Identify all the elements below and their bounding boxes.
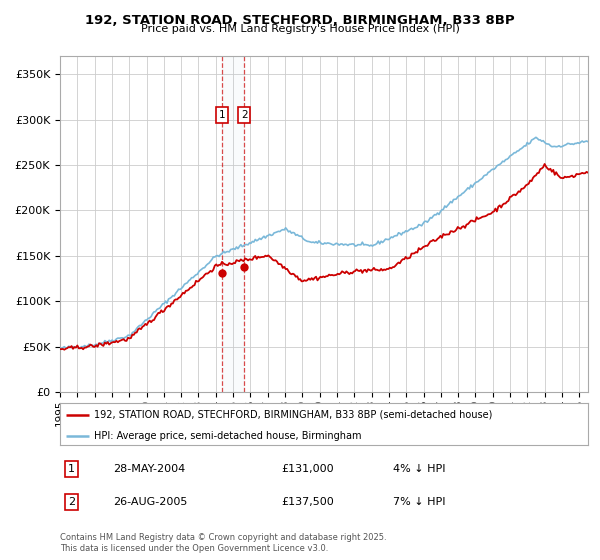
Text: 192, STATION ROAD, STECHFORD, BIRMINGHAM, B33 8BP (semi-detached house): 192, STATION ROAD, STECHFORD, BIRMINGHAM… <box>94 409 493 419</box>
Bar <box>223 56 244 392</box>
Text: 26-AUG-2005: 26-AUG-2005 <box>113 497 187 507</box>
Text: £131,000: £131,000 <box>282 464 334 474</box>
Text: Price paid vs. HM Land Registry's House Price Index (HPI): Price paid vs. HM Land Registry's House … <box>140 24 460 34</box>
Text: 2: 2 <box>241 110 248 120</box>
Text: 4% ↓ HPI: 4% ↓ HPI <box>392 464 445 474</box>
Text: 1: 1 <box>219 110 226 120</box>
Text: 7% ↓ HPI: 7% ↓ HPI <box>392 497 445 507</box>
Text: 28-MAY-2004: 28-MAY-2004 <box>113 464 185 474</box>
Text: 2: 2 <box>68 497 75 507</box>
Text: Contains HM Land Registry data © Crown copyright and database right 2025.
This d: Contains HM Land Registry data © Crown c… <box>60 533 386 553</box>
Text: £137,500: £137,500 <box>282 497 335 507</box>
Text: 1: 1 <box>68 464 75 474</box>
Text: HPI: Average price, semi-detached house, Birmingham: HPI: Average price, semi-detached house,… <box>94 431 362 441</box>
Text: 192, STATION ROAD, STECHFORD, BIRMINGHAM, B33 8BP: 192, STATION ROAD, STECHFORD, BIRMINGHAM… <box>85 14 515 27</box>
